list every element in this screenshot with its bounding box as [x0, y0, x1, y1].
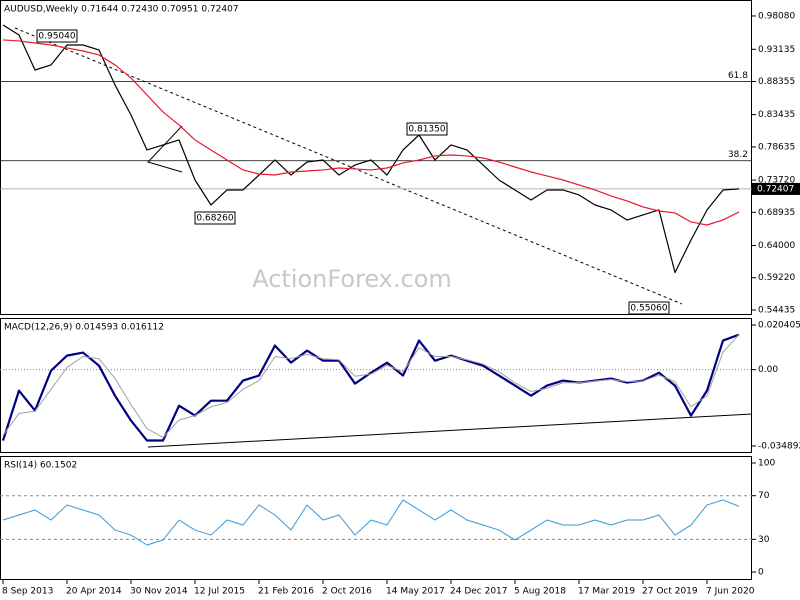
annotation-box [194, 211, 236, 225]
y-tick-label: -0.034892 [758, 441, 800, 451]
y-tick-label: 0.59220 [758, 273, 795, 283]
annotation-label: 0.55060 [630, 304, 667, 314]
annotation-box [406, 122, 448, 136]
y-tick-label: 0.68935 [758, 208, 795, 218]
panel-title: RSI(14) 60.1502 [4, 461, 77, 471]
x-tick-label: 24 Dec 2017 [450, 587, 508, 597]
x-tick-label: 2 Oct 2016 [322, 587, 372, 597]
x-tick-label: 20 Apr 2014 [66, 587, 122, 597]
annotation-label: 0.81350 [408, 125, 445, 135]
x-tick-label: 14 May 2017 [386, 587, 445, 597]
series-line [2, 334, 740, 438]
wedge [147, 125, 183, 173]
y-tick-label: 0.00 [758, 365, 778, 375]
annotation-label: 0.68260 [196, 214, 233, 224]
y-tick-label: 0.78635 [758, 142, 795, 152]
panel-frame [0, 456, 752, 580]
level-label: 61.8 [728, 71, 748, 81]
level-label: 38.2 [728, 150, 748, 160]
panel-title: AUDUSD,Weekly 0.71644 0.72430 0.70951 0.… [4, 5, 239, 15]
macd-trend-line [147, 413, 753, 448]
y-tick-label: 0 [758, 568, 764, 578]
watermark: ActionForex.com [252, 265, 452, 293]
y-tick-label: 70 [758, 491, 770, 501]
y-tick-label: 0.64000 [758, 241, 795, 251]
series-line [2, 499, 740, 546]
y-tick-label: 0.73720 [758, 176, 795, 186]
y-tick-label: 0.93135 [758, 45, 795, 55]
annotation-box [628, 301, 670, 315]
y-tick-label: 30 [758, 535, 770, 545]
panel-frame [0, 0, 752, 315]
y-tick-label: 0.98080 [758, 11, 795, 21]
x-tick-label: 5 Aug 2018 [514, 587, 566, 597]
x-tick-label: 17 Mar 2019 [578, 587, 635, 597]
x-tick-label: 8 Sep 2013 [2, 587, 53, 597]
y-tick-label: 100 [758, 458, 775, 468]
panel-frame [0, 318, 752, 453]
annotation-box [36, 29, 78, 43]
y-tick-label: 0.88355 [758, 77, 795, 87]
x-tick-label: 30 Nov 2014 [130, 587, 188, 597]
y-tick-label: 0.54435 [758, 305, 795, 315]
x-tick-label: 21 Feb 2016 [258, 587, 314, 597]
annotation-label: 0.95040 [38, 32, 75, 42]
y-tick-label: 0.83435 [758, 110, 795, 120]
series-line [2, 24, 740, 274]
x-tick-label: 27 Oct 2019 [642, 587, 698, 597]
last-price-box [752, 182, 800, 195]
last-price-label: 0.72407 [757, 184, 794, 194]
x-tick-label: 7 Jun 2020 [706, 587, 755, 597]
panel-title: MACD(12,26,9) 0.014593 0.016112 [4, 323, 164, 333]
series-line [2, 39, 740, 226]
y-tick-label: 0.020405 [758, 320, 800, 330]
x-tick-label: 12 Jul 2015 [194, 587, 245, 597]
